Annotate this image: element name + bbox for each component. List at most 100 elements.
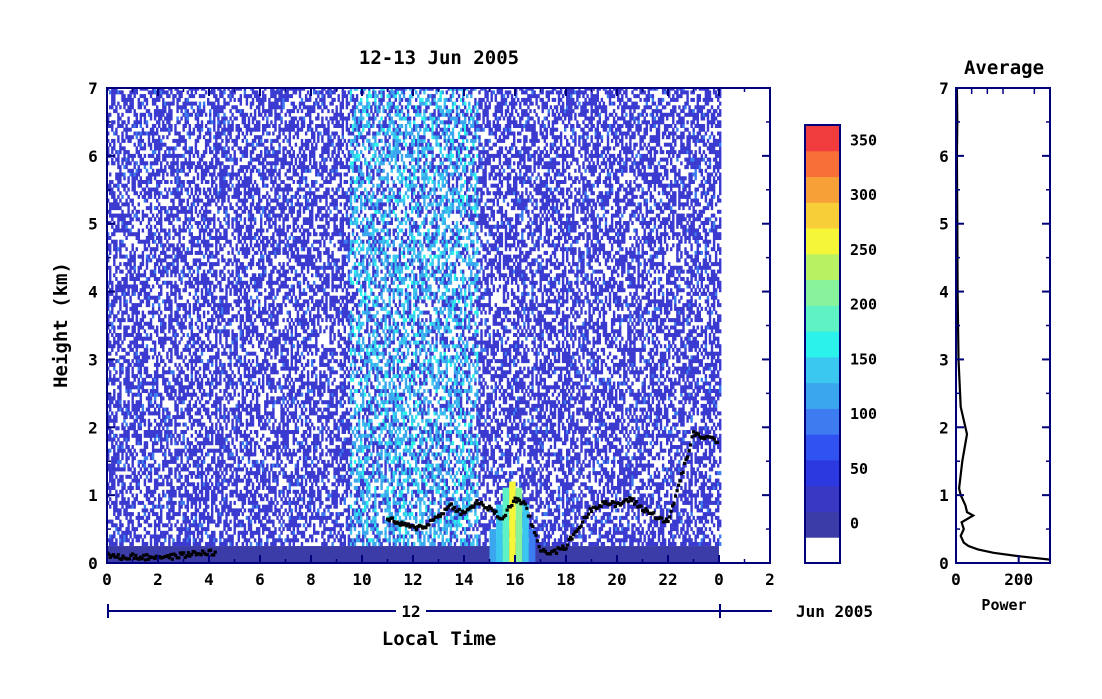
heatmap-cell (196, 396, 200, 401)
heatmap-cell (188, 471, 191, 476)
heatmap-cell (233, 489, 236, 494)
heatmap-cell (217, 508, 220, 513)
heatmap-cell (231, 340, 234, 345)
heatmap-cell (186, 538, 189, 543)
heatmap-cell (117, 527, 120, 532)
heatmap-cell (156, 191, 159, 196)
heatmap-cell (178, 463, 181, 468)
heatmap-cell (235, 194, 238, 199)
heatmap-cell (141, 314, 145, 319)
heatmap-cell (119, 474, 122, 479)
heatmap-cell (170, 280, 173, 285)
heatmap-cell (188, 291, 191, 296)
heatmap-cell (145, 486, 149, 490)
heatmap-cell (139, 370, 142, 375)
heatmap-cell (174, 228, 177, 233)
heatmap-cell (231, 512, 234, 517)
heatmap-cell (107, 344, 110, 349)
heatmap-cell (202, 232, 206, 237)
heatmap-cell (200, 321, 204, 326)
heatmap-cell (109, 247, 112, 252)
heatmap-cell (107, 321, 110, 326)
heatmap-cell (147, 400, 151, 405)
heatmap-cell (115, 127, 118, 132)
heatmap-cell (107, 254, 110, 259)
heatmap-cell (198, 512, 202, 517)
heatmap-cell (200, 288, 204, 293)
heatmap-cell (182, 269, 185, 274)
heatmap-cell (245, 97, 249, 102)
heatmap-cell (178, 478, 181, 483)
heatmap-cell (211, 161, 214, 166)
heatmap-cell (115, 415, 118, 420)
heatmap-cell (123, 221, 126, 225)
heatmap-cell (166, 437, 169, 442)
heatmap-cell (143, 321, 147, 326)
heatmap-cell (107, 303, 110, 308)
heatmap-cell (213, 105, 216, 110)
heatmap-cell (107, 426, 110, 431)
heatmap-cell (247, 217, 251, 222)
heatmap-cell (237, 463, 240, 468)
heatmap-cell (135, 112, 138, 117)
heatmap-cell (194, 206, 198, 211)
heatmap-cell (141, 389, 145, 393)
heatmap-cell (156, 172, 159, 177)
heatmap-cell (255, 403, 259, 408)
heatmap-cell (209, 209, 212, 214)
heatmap-cell (174, 146, 177, 151)
heatmap-cell (253, 284, 257, 289)
heatmap-cell (160, 340, 163, 345)
heatmap-cell (243, 153, 247, 158)
heatmap-cell (249, 321, 253, 326)
heatmap-cell (223, 183, 226, 188)
heatmap-cell (213, 236, 216, 240)
heatmap-cell (162, 120, 165, 125)
heatmap-cell (249, 157, 253, 162)
heatmap-cell (131, 523, 134, 528)
heatmap-cell (182, 333, 185, 337)
heatmap-cell (237, 236, 240, 240)
heatmap-cell (209, 325, 212, 330)
heatmap-cell (231, 206, 234, 211)
heatmap-cell (170, 433, 173, 438)
heatmap-cell (109, 418, 112, 423)
heatmap-cell (119, 124, 122, 128)
heatmap-cell (207, 258, 210, 263)
heatmap-cell (111, 303, 114, 308)
heatmap-cell (198, 157, 202, 162)
heatmap-cell (143, 153, 147, 158)
heatmap-cell (221, 463, 224, 468)
heatmap-cell (235, 415, 238, 420)
heatmap-cell (129, 262, 132, 267)
heatmap-cell (198, 411, 202, 416)
heatmap-cell (231, 452, 234, 457)
heatmap-cell (251, 303, 255, 308)
heatmap-cell (121, 228, 124, 233)
heatmap-cell (217, 101, 220, 106)
heatmap-cell (192, 534, 196, 539)
heatmap-cell (115, 172, 118, 177)
heatmap-cell (202, 456, 206, 461)
heatmap-cell (125, 415, 128, 420)
heatmap-cell (166, 489, 169, 494)
heatmap-cell (117, 138, 120, 143)
heatmap-cell (141, 318, 145, 323)
heatmap-cell (176, 527, 179, 532)
heatmap-cell (123, 336, 126, 341)
heatmap-cell (182, 209, 185, 214)
heatmap-cell (227, 131, 230, 136)
heatmap-cell (119, 176, 122, 181)
heatmap-cell (204, 165, 208, 170)
heatmap-cell (121, 538, 124, 543)
heatmap-cell (188, 280, 191, 285)
heatmap-cell (239, 478, 242, 483)
heatmap-cell (245, 530, 249, 535)
heatmap-cell (125, 534, 128, 539)
heatmap-cell (219, 500, 222, 505)
heatmap-cell (137, 381, 140, 386)
heatmap-cell (131, 493, 134, 498)
heatmap-cell (123, 232, 126, 237)
heatmap-cell (121, 534, 124, 539)
heatmap-cell (119, 527, 122, 532)
